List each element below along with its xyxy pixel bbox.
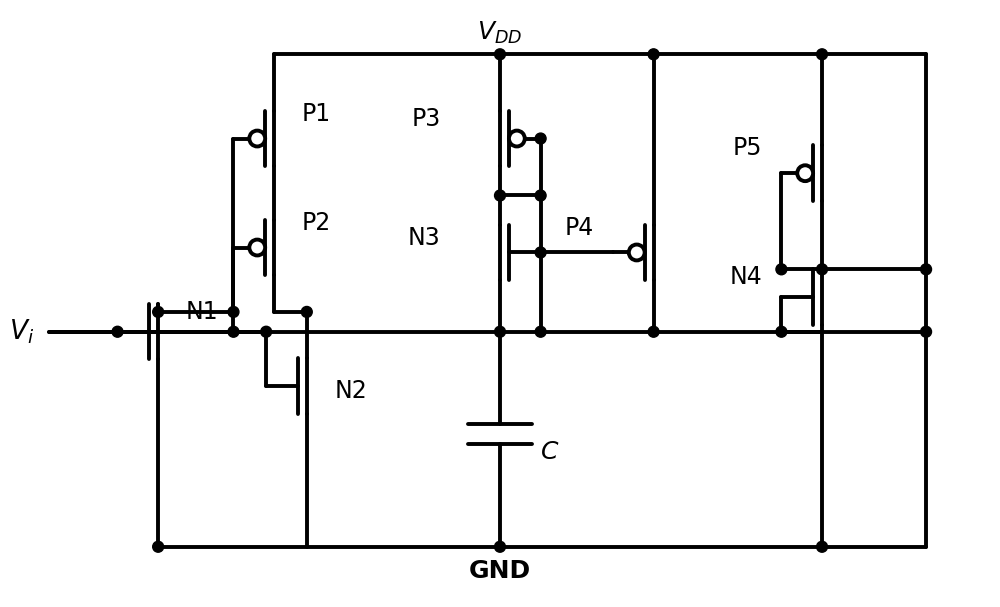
Circle shape [535,327,546,337]
Circle shape [817,541,827,552]
Circle shape [509,131,525,146]
Circle shape [817,49,827,59]
Text: N1: N1 [186,300,219,324]
Text: N2: N2 [335,379,367,403]
Circle shape [535,190,546,201]
Text: GND: GND [469,558,531,583]
Text: $V_i$: $V_i$ [9,317,34,346]
Circle shape [228,327,239,337]
Text: P3: P3 [411,107,441,131]
Circle shape [629,245,645,260]
Text: P1: P1 [302,102,331,126]
Circle shape [495,190,505,201]
Circle shape [921,327,932,337]
Circle shape [249,131,265,146]
Text: P5: P5 [733,137,763,160]
Circle shape [112,327,123,337]
Text: P2: P2 [302,211,331,235]
Circle shape [535,133,546,144]
Circle shape [153,541,164,552]
Circle shape [249,240,265,256]
Circle shape [648,327,659,337]
Circle shape [921,264,932,275]
Circle shape [495,541,505,552]
Circle shape [776,264,787,275]
Text: P4: P4 [565,215,594,240]
Circle shape [776,327,787,337]
Text: $V_{DD}$: $V_{DD}$ [477,20,523,46]
Circle shape [817,264,827,275]
Circle shape [153,307,164,317]
Circle shape [495,327,505,337]
Circle shape [797,165,813,181]
Circle shape [535,247,546,258]
Text: N4: N4 [730,265,763,290]
Text: $C$: $C$ [540,440,559,464]
Circle shape [261,327,272,337]
Text: N3: N3 [408,226,441,249]
Circle shape [648,49,659,59]
Circle shape [228,307,239,317]
Circle shape [495,49,505,59]
Circle shape [301,307,312,317]
